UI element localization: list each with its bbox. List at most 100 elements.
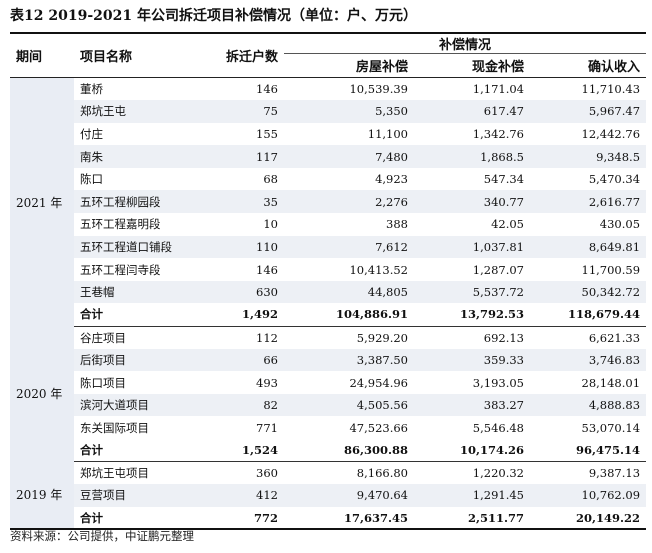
cash-compensation-cell: 5,546.48: [472, 420, 524, 435]
house-compensation-cell: 8,166.80: [356, 466, 408, 481]
recognized-revenue-cell: 5,967.47: [530, 100, 647, 123]
households-cell: 68: [263, 172, 278, 187]
cash-compensation-cell: 359.33: [414, 348, 530, 372]
house-compensation-cell: 11,100: [367, 126, 408, 141]
house-compensation-cell: 7,612: [284, 235, 414, 259]
cash-compensation-cell: 2,511.77: [414, 506, 530, 531]
households-cell: 110: [214, 235, 284, 259]
table-row: 2019 年郑坑王屯项目 360 8,166.80 1,220.32 9,387.13: [10, 461, 646, 531]
table-row: 东关国际项目 771 47,523.66 5,546.48 53,070.14: [10, 416, 646, 439]
house-compensation-cell: 4,923: [375, 172, 408, 187]
table-title: 表12 2019-2021 年公司拆迁项目补偿情况（单位：户、万元）: [10, 8, 417, 24]
project-name-cell: 谷庄项目: [80, 330, 126, 345]
recognized-revenue-cell: 3,746.83: [530, 348, 647, 372]
house-compensation-cell: 388: [386, 217, 408, 232]
recognized-revenue-cell: 9,348.5: [530, 145, 647, 168]
project-name-cell: 合计: [74, 506, 214, 531]
compensation-table: 期间 项目名称 拆迁户数 补偿情况 房屋补偿 现金补偿 确认收入 2021 年董…: [10, 32, 647, 531]
project-name-cell: 董桥: [80, 82, 103, 97]
cash-compensation-cell: 692.13: [483, 330, 524, 345]
project-name-cell: 陈口项目: [80, 375, 126, 390]
table-row: 王巷帽 630 44,805 5,537.72 50,342.72: [10, 280, 647, 304]
table-row: 五环工程闫寺段 146 10,413.52 1,287.07 11,700.59: [10, 258, 646, 281]
recognized-revenue-cell: 2,616.77: [530, 190, 647, 214]
cash-compensation-cell: 340.77: [414, 190, 530, 214]
house-compensation-cell: 10,413.52: [349, 262, 408, 277]
households-cell: 771: [256, 420, 278, 435]
house-compensation-cell: 5,350: [284, 100, 414, 123]
cash-compensation-cell: 3,193.05: [472, 375, 524, 390]
table-row: 陈口 68 4,923 547.34 5,470.34: [10, 168, 646, 191]
cash-compensation-cell: 1,220.32: [472, 466, 524, 481]
table-row: 付庄 155 11,100 1,342.76 12,442.76: [10, 123, 646, 146]
households-cell: 112: [256, 330, 278, 345]
households-cell: 360: [256, 466, 278, 481]
house-compensation-cell: 104,886.91: [284, 303, 414, 327]
cash-compensation-cell: 10,174.26: [414, 439, 530, 463]
header-project-name: 项目名称: [74, 33, 214, 78]
project-name-cell: 滨河大道项目: [74, 393, 214, 417]
recognized-revenue-cell: 6,621.33: [588, 330, 641, 345]
cash-compensation-cell: 1,037.81: [414, 235, 530, 259]
recognized-revenue-cell: 12,442.76: [581, 126, 641, 141]
project-name-cell: 五环工程嘉明段: [80, 217, 161, 232]
recognized-revenue-cell: 10,762.09: [530, 484, 647, 507]
cash-compensation-cell: 42.05: [491, 217, 524, 232]
recognized-revenue-cell: 28,148.01: [581, 375, 641, 390]
project-name-cell: 王巷帽: [74, 280, 214, 304]
recognized-revenue-cell: 8,649.81: [530, 235, 647, 259]
recognized-revenue-cell: 118,679.44: [530, 303, 647, 327]
house-compensation-cell: 47,523.66: [349, 420, 408, 435]
table-row: 陈口项目 493 24,954.96 3,193.05 28,148.01: [10, 371, 646, 394]
period-cell: 2020 年: [10, 326, 74, 462]
project-name-cell: 郑坑王屯: [74, 100, 214, 123]
header-recognized-revenue: 确认收入: [530, 53, 647, 78]
households-cell: 772: [214, 506, 284, 531]
table-row: 五环工程道口铺段 110 7,612 1,037.81 8,649.81: [10, 235, 647, 259]
households-cell: 10: [263, 217, 278, 232]
households-cell: 412: [214, 484, 284, 507]
period-cell: 2021 年: [10, 77, 74, 327]
house-compensation-cell: 44,805: [284, 280, 414, 304]
table-row: 2021 年董桥 146 10,539.39 1,171.04 11,710.43: [10, 77, 646, 327]
table-row: 郑坑王屯 75 5,350 617.47 5,967.47: [10, 100, 647, 123]
cash-compensation-cell: 1,287.07: [472, 262, 524, 277]
recognized-revenue-cell: 430.05: [599, 217, 641, 232]
table-body: 2021 年董桥 146 10,539.39 1,171.04 11,710.43 郑坑王…: [10, 77, 647, 531]
recognized-revenue-cell: 50,342.72: [530, 280, 647, 304]
households-cell: 66: [214, 348, 284, 372]
cash-compensation-cell: 617.47: [414, 100, 530, 123]
table-row: 2020 年谷庄项目 112 5,929.20 692.13 6,621.33: [10, 326, 646, 462]
recognized-revenue-cell: 9,387.13: [588, 466, 641, 481]
table-row: 南朱 117 7,480 1,868.5 9,348.5: [10, 145, 647, 168]
house-compensation-cell: 2,276: [284, 190, 414, 214]
project-name-cell: 五环工程闫寺段: [80, 262, 161, 277]
cash-compensation-cell: 547.34: [483, 172, 524, 187]
households-cell: 75: [214, 100, 284, 123]
households-cell: 146: [256, 262, 278, 277]
cash-compensation-cell: 1,868.5: [414, 145, 530, 168]
table-row: 豆营项目 412 9,470.64 1,291.45 10,762.09: [10, 484, 647, 507]
recognized-revenue-cell: 11,710.43: [581, 82, 641, 97]
source-note: 资料来源：公司提供，中证鹏元整理: [10, 529, 194, 543]
house-compensation-cell: 24,954.96: [349, 375, 408, 390]
header-period: 期间: [10, 33, 74, 78]
recognized-revenue-cell: 11,700.59: [581, 262, 641, 277]
project-name-cell: 郑坑王屯项目: [80, 466, 149, 481]
total-row: 合计 1,524 86,300.88 10,174.26 96,475.14: [10, 439, 647, 463]
project-name-cell: 陈口: [80, 172, 103, 187]
households-cell: 630: [214, 280, 284, 304]
project-name-cell: 合计: [74, 439, 214, 463]
house-compensation-cell: 3,387.50: [284, 348, 414, 372]
total-row: 合计 1,492 104,886.91 13,792.53 118,679.44: [10, 303, 647, 327]
recognized-revenue-cell: 96,475.14: [530, 439, 647, 463]
house-compensation-cell: 86,300.88: [284, 439, 414, 463]
project-name-cell: 五环工程柳园段: [74, 190, 214, 214]
households-cell: 1,524: [214, 439, 284, 463]
recognized-revenue-cell: 20,149.22: [530, 506, 647, 531]
households-cell: 82: [214, 393, 284, 417]
project-name-cell: 付庄: [80, 126, 103, 141]
cash-compensation-cell: 1,342.76: [472, 126, 524, 141]
table-row: 后街项目 66 3,387.50 359.33 3,746.83: [10, 348, 647, 372]
house-compensation-cell: 7,480: [284, 145, 414, 168]
